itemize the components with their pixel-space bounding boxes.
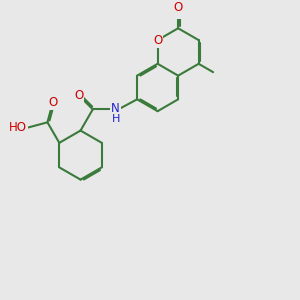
Text: H: H <box>112 114 120 124</box>
Text: O: O <box>48 96 57 110</box>
Text: HO: HO <box>9 121 27 134</box>
Text: O: O <box>173 1 183 14</box>
Text: N: N <box>111 102 120 115</box>
Text: O: O <box>153 34 162 46</box>
Text: O: O <box>74 88 83 102</box>
